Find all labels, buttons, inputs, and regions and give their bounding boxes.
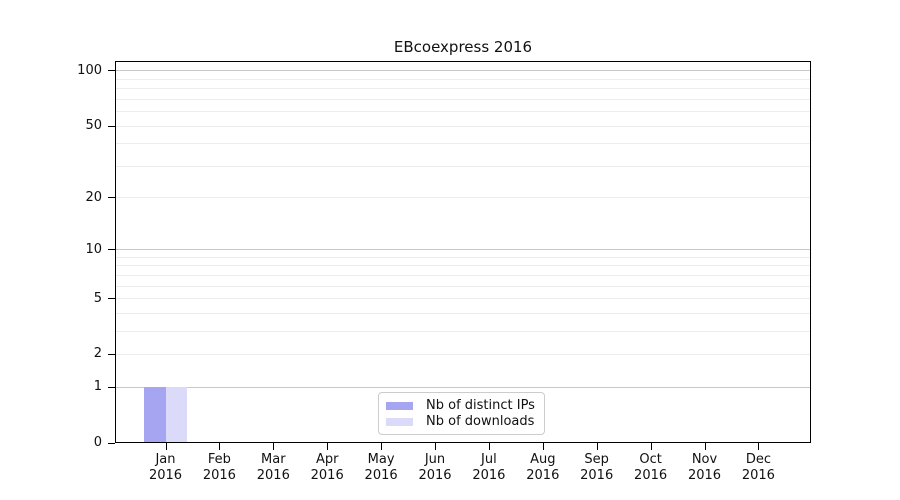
legend-swatch-downloads-icon xyxy=(386,417,413,426)
x-tick-year: 2016 xyxy=(634,468,668,483)
x-tick-month: Jun xyxy=(424,452,446,467)
y-axis-tick xyxy=(108,249,115,250)
x-tick-month: Sep xyxy=(584,452,609,467)
y-axis-tick-label: 2 xyxy=(93,346,102,362)
legend-label-downloads: Nb of downloads xyxy=(426,414,535,429)
legend-entry-downloads: Nb of downloads xyxy=(386,414,537,429)
x-tick-year: 2016 xyxy=(364,468,398,483)
x-axis-tick xyxy=(381,443,383,450)
x-tick-year: 2016 xyxy=(202,468,236,483)
x-axis-tick-label: Oct 2016 xyxy=(619,452,683,484)
bar-downloads xyxy=(165,387,187,443)
x-tick-year: 2016 xyxy=(580,468,614,483)
chart-title: EBcoexpress 2016 xyxy=(393,38,533,56)
x-tick-month: Jan xyxy=(155,452,176,467)
x-tick-year: 2016 xyxy=(148,468,183,483)
y-axis-tick xyxy=(108,126,115,127)
y-axis-tick xyxy=(108,354,115,355)
x-tick-year: 2016 xyxy=(687,468,722,483)
gridline-minor xyxy=(115,275,811,276)
gridline-minor xyxy=(115,111,811,112)
gridline-major xyxy=(115,249,811,250)
gridline-major xyxy=(115,387,811,388)
x-tick-month: May xyxy=(367,452,395,467)
gridline-minor xyxy=(115,99,811,100)
x-tick-year: 2016 xyxy=(418,468,452,483)
gridline-minor xyxy=(115,143,811,144)
x-tick-month: Feb xyxy=(207,452,231,467)
y-axis-tick xyxy=(108,298,115,299)
gridline-minor xyxy=(115,88,811,89)
x-tick-month: Oct xyxy=(639,452,662,467)
x-axis-tick xyxy=(650,443,652,450)
x-axis-tick xyxy=(435,443,436,450)
y-axis-tick xyxy=(108,443,115,444)
y-axis-tick-label: 5 xyxy=(93,290,102,306)
y-axis-tick-label: 50 xyxy=(85,118,102,134)
x-axis-tick-label: Nov 2016 xyxy=(673,452,737,484)
y-axis-tick xyxy=(108,387,115,388)
bar-distinct-ips xyxy=(144,387,166,443)
gridline-minor xyxy=(115,265,811,266)
gridline-minor xyxy=(115,298,811,299)
x-tick-year: 2016 xyxy=(741,468,775,483)
x-axis-tick-label: May 2016 xyxy=(349,452,413,484)
gridline-minor xyxy=(115,286,811,287)
x-tick-year: 2016 xyxy=(526,468,560,483)
gridline-minor xyxy=(115,257,811,258)
x-tick-month: Apr xyxy=(315,452,339,467)
x-tick-year: 2016 xyxy=(256,468,290,483)
x-tick-month: Aug xyxy=(530,452,556,467)
plot-layer xyxy=(115,61,811,443)
y-axis-tick-label: 20 xyxy=(85,189,102,205)
x-axis-tick xyxy=(704,443,706,450)
gridline-minor xyxy=(115,166,811,167)
x-axis-tick-label: Jun 2016 xyxy=(403,452,467,484)
y-axis-tick-label: 10 xyxy=(85,241,102,257)
gridline-major xyxy=(115,70,811,71)
gridline-minor xyxy=(115,79,811,80)
x-tick-year: 2016 xyxy=(472,468,506,483)
gridline-minor xyxy=(115,126,811,127)
x-axis-tick-label: Feb 2016 xyxy=(187,452,251,484)
gridline-minor xyxy=(115,197,811,198)
x-axis-tick xyxy=(596,443,598,450)
x-axis-tick-label: Jul 2016 xyxy=(457,452,521,484)
legend: Nb of distinct IPs Nb of downloads xyxy=(378,392,545,435)
x-tick-month: Dec xyxy=(745,452,771,467)
y-axis-tick-label: 100 xyxy=(77,62,102,78)
x-axis-tick-label: Aug 2016 xyxy=(511,452,575,484)
x-tick-month: Jul xyxy=(481,452,497,467)
x-axis-tick xyxy=(488,443,490,450)
legend-swatch-distinct-ips-icon xyxy=(386,401,413,410)
y-axis-tick xyxy=(108,197,115,198)
x-axis-tick-label: Apr 2016 xyxy=(295,452,359,484)
y-axis-tick-label: 0 xyxy=(93,435,102,450)
x-axis-tick xyxy=(758,443,760,450)
x-tick-month: Nov xyxy=(691,452,718,467)
y-axis-tick-label: 1 xyxy=(93,379,102,395)
x-axis-tick xyxy=(219,443,221,450)
x-axis-tick-label: Sep 2016 xyxy=(565,452,629,484)
legend-label-distinct-ips: Nb of distinct IPs xyxy=(426,398,535,413)
legend-entry-distinct-ips: Nb of distinct IPs xyxy=(386,398,537,413)
x-axis-tick xyxy=(327,443,329,450)
x-tick-month: Mar xyxy=(261,452,286,467)
x-tick-year: 2016 xyxy=(310,468,344,483)
x-axis-tick-label: Dec 2016 xyxy=(726,452,790,484)
gridline-minor xyxy=(115,354,811,355)
x-axis-tick xyxy=(542,443,544,450)
gridline-minor xyxy=(115,313,811,314)
gridline-minor xyxy=(115,331,811,332)
x-axis-tick xyxy=(273,443,275,450)
x-axis-tick xyxy=(165,443,167,450)
x-axis-tick-label: Jan 2016 xyxy=(134,452,198,484)
y-axis-tick xyxy=(108,70,115,71)
x-axis-tick-label: Mar 2016 xyxy=(241,452,305,484)
